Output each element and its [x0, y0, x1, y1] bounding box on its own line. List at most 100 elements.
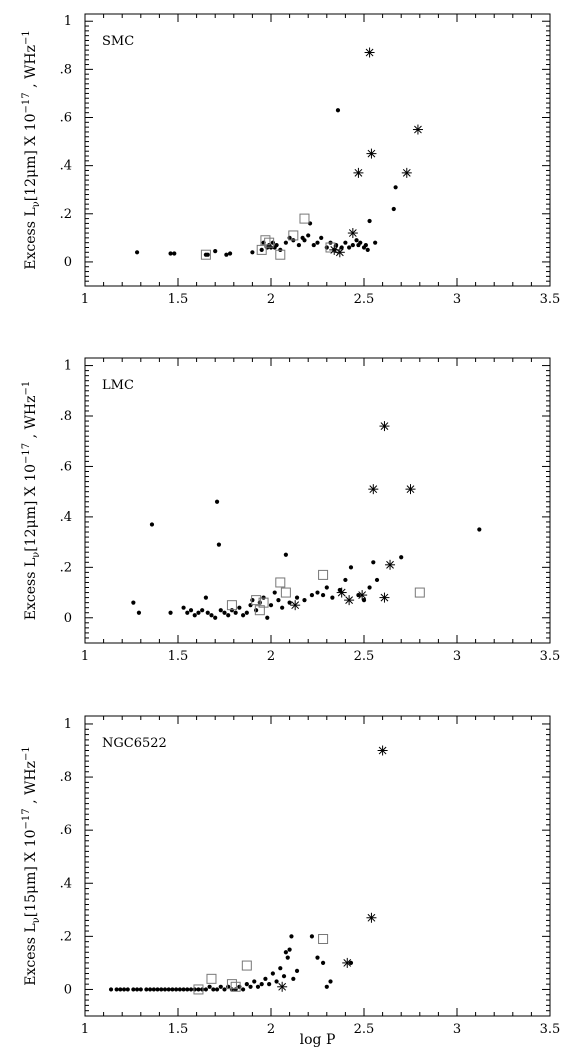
square-point — [264, 237, 275, 248]
dot-point — [283, 240, 288, 245]
dot-point — [265, 615, 270, 620]
y-tick-label: .4 — [60, 510, 72, 525]
x-tick-label: 1 — [81, 649, 89, 664]
y-tick-label: .8 — [60, 62, 72, 77]
y-tick-label: .8 — [60, 770, 72, 785]
dot-point — [241, 613, 246, 618]
square-point — [299, 213, 310, 224]
dot-point — [134, 987, 140, 992]
dot-point — [211, 987, 216, 992]
y-tick-label: 0 — [64, 255, 72, 270]
dot-point — [354, 238, 359, 243]
ngc6522-panel: 1 1.5 2 2.5 3 3.5 0 .2 .4 .6 .8 1 NGC6522 Excess Lν[1… — [21, 715, 561, 1047]
y-axis-title-part: −1 — [21, 381, 32, 396]
dot-point — [393, 185, 398, 190]
y-axis-title-part: Excess L — [23, 923, 39, 985]
dot-point — [306, 233, 311, 238]
dot-point — [149, 522, 155, 527]
square-point — [200, 249, 211, 260]
dot-point — [361, 598, 367, 603]
dot-point — [250, 598, 255, 603]
x-tick-label: 3 — [453, 649, 461, 664]
dot-point — [205, 252, 210, 257]
y-axis-title-part: [12μm] X 10 — [23, 113, 39, 201]
dot-point — [162, 987, 168, 992]
x-tick-label: 1.5 — [168, 649, 189, 664]
dot-point — [315, 240, 320, 245]
x-tick-label: 3.5 — [540, 1022, 561, 1037]
y-axis-title-part: −17 — [21, 808, 32, 829]
dot-point — [203, 595, 208, 600]
star-point — [277, 981, 288, 992]
dot-point — [155, 987, 160, 992]
dot-point — [270, 240, 275, 245]
x-tick-label: 2 — [267, 649, 275, 664]
dot-point — [280, 605, 285, 610]
y-axis-title-part: , WHz — [23, 396, 39, 443]
star-point — [357, 590, 368, 601]
y-axis-title-part: [15μm] X 10 — [23, 829, 39, 917]
dot-point — [309, 934, 315, 939]
y-tick-label: .6 — [60, 823, 72, 838]
dot-point — [200, 987, 205, 992]
dot-point — [213, 615, 218, 620]
dot-point — [214, 499, 220, 504]
dot-point — [263, 976, 268, 981]
dot-point — [250, 250, 255, 255]
dot-point — [114, 987, 119, 992]
dot-point — [248, 984, 253, 989]
dot-point — [255, 984, 261, 989]
dot-point — [200, 608, 205, 613]
y-tick-label: .4 — [60, 876, 72, 891]
x-tick-label: 1.5 — [168, 1022, 189, 1037]
square-point — [226, 979, 237, 990]
dot-point — [330, 595, 335, 600]
star-point — [347, 228, 358, 239]
star-point — [405, 484, 416, 495]
star-point — [364, 47, 375, 58]
square-point — [241, 960, 252, 971]
dot-point — [168, 610, 173, 615]
x-tick-label: 3.5 — [540, 292, 561, 307]
dot-point — [213, 248, 218, 254]
star-point — [385, 559, 396, 570]
x-tick-label: 1 — [81, 1022, 89, 1037]
y-axis-title: Excess Lν[12μm] X 10−17 , WHz−1 — [21, 381, 42, 620]
lmc-panel: 1 1.5 2 2.5 3 3.5 0 .2 .4 .6 .8 1 LMC Excess Lν[12μm]… — [21, 357, 560, 664]
dot-point — [259, 247, 264, 252]
y-tick-label: .2 — [60, 929, 72, 944]
dot-point — [227, 251, 233, 256]
dot-point — [125, 987, 130, 992]
square-point — [230, 981, 241, 992]
dot-point — [363, 242, 368, 248]
dot-point — [283, 950, 288, 955]
square-point — [206, 973, 217, 984]
dot-point — [285, 955, 290, 960]
square-point — [260, 235, 271, 246]
panel-label: LMC — [102, 378, 134, 393]
y-tick-label: .8 — [60, 409, 72, 424]
dot-point — [148, 987, 153, 992]
y-axis-title-part: −17 — [21, 443, 32, 464]
y-axis-title: Excess Lν[12μm] X 10−17 , WHz−1 — [21, 30, 42, 269]
dot-point — [343, 577, 348, 583]
y-axis-title-part: ν — [31, 552, 42, 558]
y-axis-title-part: Excess L — [23, 207, 39, 269]
dot-point — [281, 974, 287, 979]
square-point — [275, 249, 286, 260]
dot-point — [274, 242, 279, 248]
dot-point — [254, 608, 259, 613]
y-tick-label: .6 — [60, 111, 72, 126]
dot-point — [294, 595, 300, 600]
x-tick-label: 2 — [267, 292, 275, 307]
star-point — [334, 247, 345, 258]
star-point — [412, 124, 423, 135]
dot-point — [218, 984, 223, 989]
y-axis-title-part: −1 — [21, 30, 32, 45]
dot-point — [138, 987, 143, 992]
plot-frame — [84, 13, 551, 287]
dot-point — [252, 979, 257, 984]
y-tick-label: 1 — [64, 717, 72, 732]
y-axis-title-part: , WHz — [23, 45, 39, 92]
square-point — [258, 597, 269, 608]
